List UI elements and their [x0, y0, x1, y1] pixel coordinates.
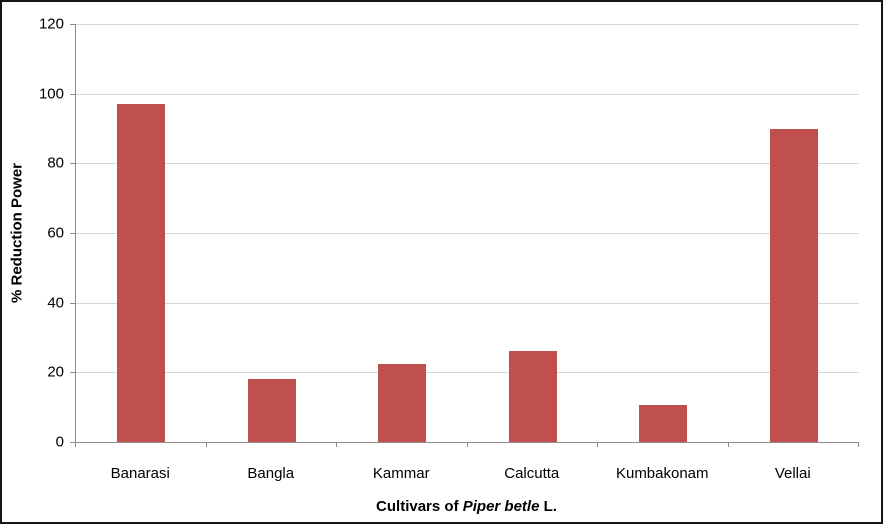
gridline: [76, 24, 859, 25]
y-axis-tick-mark: [70, 302, 75, 304]
x-axis-tick-mark: [466, 442, 468, 447]
gridline: [76, 302, 859, 304]
bar-kumbakonam: [639, 405, 688, 442]
x-axis-title-text: L.: [539, 498, 557, 515]
x-axis-title-text: Cultivars of: [376, 498, 463, 515]
y-axis-tick-label: 20: [47, 363, 64, 381]
gridline: [76, 372, 859, 374]
x-axis-tick-mark: [597, 442, 598, 447]
x-axis-tick-mark: [336, 442, 337, 447]
y-axis-tick-mark: [70, 442, 75, 443]
gridline: [76, 93, 859, 95]
gridline: [76, 233, 859, 234]
y-axis-tick-label: 0: [55, 433, 64, 451]
bar-kammar: [378, 363, 427, 442]
x-axis-tick-label: Vellai: [774, 465, 811, 482]
y-axis-tick-label: 100: [38, 85, 64, 103]
y-axis-tick-mark: [70, 233, 75, 234]
y-axis-tick-mark: [70, 163, 75, 165]
x-axis-title: Cultivars of Piper betle L.: [75, 498, 858, 515]
x-axis-title-species-italic: Piper betle: [462, 498, 540, 515]
bar-bangla: [247, 379, 296, 442]
x-axis-tick-mark: [727, 442, 729, 447]
plot-area: [75, 24, 859, 443]
x-axis-tick-mark: [75, 442, 76, 447]
x-axis-tick-mark: [858, 442, 859, 447]
y-axis-tick-label: 80: [47, 154, 64, 172]
x-axis-tick-label: Banarasi: [110, 465, 170, 482]
bar-vellai: [769, 128, 818, 442]
bar-banarasi: [117, 104, 166, 442]
x-axis-tick-label: Kumbakonam: [615, 465, 709, 482]
x-axis-tick-label: Bangla: [247, 465, 295, 482]
y-axis-tick-label: 40: [47, 294, 64, 312]
y-axis-tick-mark: [70, 93, 75, 95]
x-axis-tick-mark: [205, 442, 207, 447]
y-axis-tick-mark: [70, 372, 75, 374]
bar-calcutta: [508, 351, 557, 442]
y-axis-tick-mark: [70, 24, 75, 25]
x-axis-tick-label: Kammar: [372, 465, 430, 482]
y-axis-tick-label: 60: [47, 224, 64, 242]
gridline: [76, 163, 859, 165]
x-axis-tick-label: Calcutta: [504, 465, 560, 482]
y-axis-tick-label: 120: [38, 15, 64, 33]
